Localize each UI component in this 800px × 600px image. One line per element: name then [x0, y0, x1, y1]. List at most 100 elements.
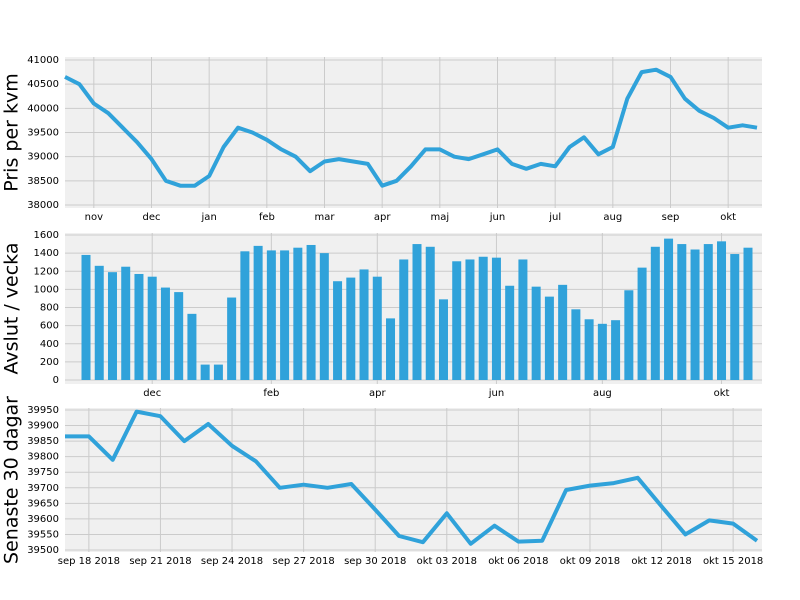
- x-tick-label: maj: [431, 212, 450, 223]
- x-tick-label: sep 21 2018: [129, 556, 191, 567]
- bar: [677, 244, 687, 380]
- bar: [174, 292, 184, 380]
- y-tick-label: 600: [40, 321, 59, 332]
- bar: [333, 281, 343, 380]
- x-tick-label: feb: [259, 212, 275, 223]
- y-tick-label: 800: [40, 303, 59, 314]
- x-tick-label: sep 30 2018: [344, 556, 406, 567]
- x-tick-label: sep 24 2018: [201, 556, 263, 567]
- bar: [690, 249, 700, 380]
- bar: [372, 276, 382, 380]
- x-tick-label: dec: [143, 212, 161, 223]
- x-tick-label: okt 03 2018: [417, 556, 477, 567]
- x-tick-label: apr: [374, 212, 391, 223]
- y-tick-label: 1400: [34, 248, 59, 259]
- y-tick-label: 38000: [27, 200, 59, 211]
- bar: [412, 244, 422, 380]
- x-tick-label: jan: [201, 212, 217, 223]
- bar: [478, 256, 488, 380]
- y-tick-label: 39650: [27, 498, 59, 509]
- bar: [703, 244, 713, 380]
- y-tick-label: 40000: [27, 103, 59, 114]
- y-tick-label: 39500: [27, 545, 59, 556]
- bar: [386, 318, 396, 380]
- bar: [584, 319, 594, 380]
- bar: [147, 276, 157, 380]
- bar: [558, 284, 568, 380]
- line: [64, 67, 758, 188]
- bar: [187, 313, 197, 380]
- bar: [611, 320, 621, 380]
- bar: [280, 250, 290, 380]
- bar: [107, 272, 117, 380]
- bar: [227, 297, 237, 380]
- bar: [597, 323, 607, 380]
- bar: [505, 285, 515, 380]
- y-axis-label: Avslut / vecka: [1, 243, 23, 375]
- x-tick-label: feb: [263, 388, 279, 399]
- bar: [240, 251, 250, 380]
- x-tick-label: okt 12 2018: [631, 556, 691, 567]
- y-tick-label: 39950: [27, 405, 59, 416]
- x-tick-label: jul: [548, 212, 561, 223]
- x-tick-label: sep: [662, 212, 680, 223]
- x-tick-label: aug: [593, 388, 612, 399]
- x-tick-label: aug: [603, 212, 622, 223]
- y-tick-label: 38500: [27, 176, 59, 187]
- x-tick-label: dec: [143, 388, 161, 399]
- bar: [717, 241, 727, 380]
- bar: [637, 267, 647, 380]
- bar: [293, 247, 303, 380]
- y-tick-label: 39000: [27, 152, 59, 163]
- x-tick-label: sep 27 2018: [272, 556, 334, 567]
- x-tick-label: okt: [714, 388, 730, 399]
- y-tick-label: 1000: [34, 284, 59, 295]
- bar: [399, 259, 409, 380]
- bar: [571, 309, 581, 380]
- bar: [491, 257, 501, 380]
- bar: [319, 253, 329, 380]
- y-tick-label: 39850: [27, 436, 59, 447]
- line: [65, 409, 759, 546]
- bar: [160, 287, 170, 380]
- y-tick-label: 1200: [34, 266, 59, 277]
- y-tick-label: 40500: [27, 79, 59, 90]
- bar: [544, 296, 554, 380]
- x-tick-label: apr: [369, 388, 386, 399]
- bar: [121, 266, 131, 380]
- x-tick-label: jun: [488, 388, 504, 399]
- bar: [624, 290, 634, 380]
- bar: [425, 246, 435, 380]
- x-tick-label: jun: [489, 212, 505, 223]
- bar: [134, 273, 144, 380]
- x-tick-label: sep 18 2018: [58, 556, 120, 567]
- bar: [743, 247, 753, 380]
- bar: [664, 238, 674, 380]
- y-tick-label: 39550: [27, 529, 59, 540]
- bar: [253, 245, 263, 380]
- bar: [94, 265, 104, 380]
- bar: [438, 299, 448, 380]
- bar: [346, 277, 356, 380]
- x-tick-label: nov: [85, 212, 103, 223]
- bar: [306, 244, 316, 380]
- bar: [213, 364, 223, 380]
- bar: [81, 254, 91, 380]
- bar: [465, 259, 475, 380]
- y-tick-label: 39700: [27, 483, 59, 494]
- bar: [518, 259, 528, 380]
- x-tick-label: okt 15 2018: [703, 556, 763, 567]
- y-tick-label: 41000: [27, 55, 59, 66]
- bar: [266, 250, 276, 380]
- x-tick-label: mar: [315, 212, 336, 223]
- y-axis-label: Senaste 30 dagar: [1, 396, 23, 564]
- bar: [359, 269, 369, 380]
- x-tick-label: okt 06 2018: [488, 556, 548, 567]
- y-tick-label: 200: [40, 357, 59, 368]
- bar: [200, 364, 210, 380]
- bar: [452, 261, 462, 380]
- y-axis-label: Pris per kvm: [1, 73, 23, 192]
- y-tick-label: 1600: [34, 230, 59, 241]
- y-tick-label: 39900: [27, 421, 59, 432]
